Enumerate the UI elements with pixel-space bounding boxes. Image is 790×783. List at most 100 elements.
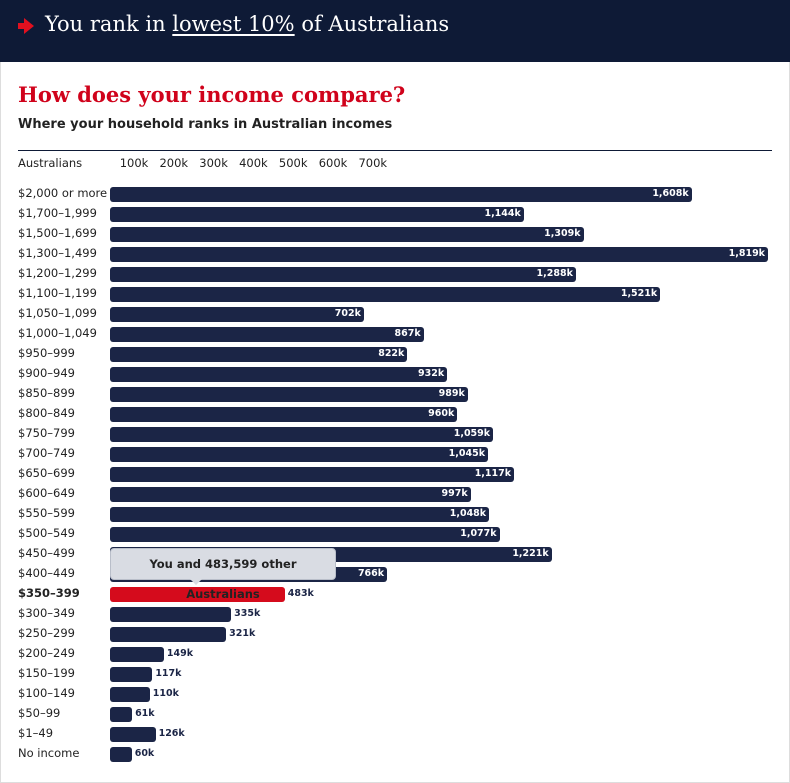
bar-row: $800–849 960k [0, 404, 790, 424]
bar-row: $1,100–1,199 1,521k [0, 284, 790, 304]
bar[interactable] [110, 647, 164, 662]
value-label: 1,077k [460, 528, 497, 539]
bar[interactable] [110, 527, 500, 542]
bar-row: $1,050–1,099 702k [0, 304, 790, 324]
bar[interactable] [110, 487, 471, 502]
bar-row: $200–249 149k [0, 644, 790, 664]
bar-row: $150–199 117k [0, 664, 790, 684]
value-label: 997k [441, 488, 468, 499]
value-label: 932k [417, 368, 445, 379]
category-label: $950–999 [18, 346, 75, 360]
category-label: $200–249 [18, 646, 75, 660]
value-label: 1,059k [453, 428, 491, 439]
chart-subtitle: Where your household ranks in Australian… [18, 117, 393, 132]
bar[interactable] [110, 627, 227, 642]
bar[interactable] [110, 687, 150, 702]
bar-row: $600–649 997k [0, 484, 790, 504]
bar[interactable] [110, 267, 576, 282]
category-label: $700–749 [18, 446, 75, 460]
category-label: $500–549 [18, 526, 75, 540]
category-label: $1,700–1,999 [18, 206, 97, 220]
category-label: $600–649 [18, 486, 75, 500]
bar[interactable] [110, 347, 408, 362]
bar[interactable] [110, 227, 584, 242]
value-label: 335k [234, 608, 261, 619]
value-label: 822k [378, 348, 405, 359]
bar[interactable] [110, 247, 768, 262]
bar[interactable] [110, 367, 448, 382]
bar[interactable] [110, 387, 468, 402]
bar[interactable] [110, 307, 364, 322]
category-label: $750–799 [18, 426, 75, 440]
bar[interactable] [110, 207, 524, 222]
value-label: 1,144k [484, 208, 521, 219]
bar-row: $250–299 321k [0, 624, 790, 644]
bar-row: $950–999 822k [0, 344, 790, 364]
bar[interactable] [110, 607, 232, 622]
value-label: 1,309k [544, 228, 581, 239]
category-label: $900–949 [18, 366, 75, 380]
value-label: 1,819k [728, 248, 765, 259]
bar[interactable] [110, 327, 424, 342]
category-label: $300–349 [18, 606, 75, 620]
x-tick-label: 600k [318, 156, 348, 170]
value-label: 483k [287, 588, 314, 599]
bar[interactable] [110, 507, 490, 522]
bar-row: $900–949 932k [0, 364, 790, 384]
arrow-icon [18, 18, 34, 34]
bar-row: $750–799 1,059k [0, 424, 790, 444]
bar-row: $1,700–1,999 1,144k [0, 204, 790, 224]
bar-row: $500–549 1,077k [0, 524, 790, 544]
bar-row: $1,200–1,299 1,288k [0, 264, 790, 284]
bar-row: $100–149 110k [0, 684, 790, 704]
rank-highlight: lowest 10% [172, 12, 295, 36]
value-label: 1,521k [620, 288, 658, 299]
rank-banner: You rank in lowest 10% of Australians [0, 0, 790, 62]
value-label: 126k [158, 728, 185, 739]
bar-row: No income 60k [0, 744, 790, 764]
bar-row: $700–749 1,045k [0, 444, 790, 464]
value-label: 110k [152, 688, 179, 699]
category-label: $1,100–1,199 [18, 286, 97, 300]
category-label: $850–899 [18, 386, 75, 400]
category-label: $550–599 [18, 506, 75, 520]
x-tick-label: 300k [199, 156, 228, 170]
bar-row: $1,500–1,699 1,309k [0, 224, 790, 244]
rank-text: You rank in lowest 10% of Australians [45, 12, 450, 36]
category-label: $1,000–1,049 [18, 326, 97, 340]
x-tick-label: 500k [278, 156, 308, 170]
value-label: 60k [134, 748, 155, 759]
bar[interactable] [110, 707, 133, 722]
bar[interactable] [110, 287, 661, 302]
axis-label: Australians [18, 156, 83, 170]
value-label: 960k [428, 408, 455, 419]
value-label: 766k [357, 568, 385, 579]
value-label: 867k [394, 328, 421, 339]
divider [18, 150, 772, 151]
value-label: 117k [155, 668, 182, 679]
value-label: 1,221k [512, 548, 549, 559]
bar[interactable] [110, 187, 692, 202]
bar[interactable] [110, 727, 156, 742]
bar[interactable] [110, 427, 494, 442]
category-label: $350–399 [18, 586, 80, 600]
x-tick-label: 200k [159, 156, 189, 170]
value-label: 149k [166, 648, 194, 659]
x-tick-label: 400k [239, 156, 268, 170]
category-label: $2,000 or more [18, 186, 108, 200]
bar[interactable] [110, 747, 132, 762]
category-label: $1–49 [18, 726, 54, 740]
bar-row: $550–599 1,048k [0, 504, 790, 524]
bar[interactable] [110, 587, 285, 602]
bar[interactable] [110, 667, 153, 682]
bar-row: $350–399 483k [0, 584, 790, 604]
category-label: $50–99 [18, 706, 61, 720]
bar[interactable] [110, 467, 515, 482]
bar-row: $850–899 989k [0, 384, 790, 404]
bar[interactable] [110, 407, 458, 422]
bar[interactable] [110, 447, 488, 462]
category-label: $250–299 [18, 626, 75, 640]
bar-row: $650–699 1,117k [0, 464, 790, 484]
category-label: $150–199 [18, 666, 75, 680]
category-label: $650–699 [18, 466, 75, 480]
